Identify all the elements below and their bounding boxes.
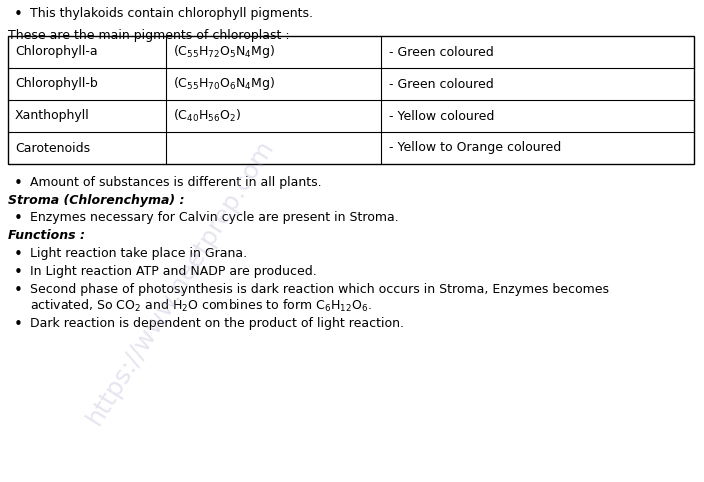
Text: - Green coloured: - Green coloured (389, 78, 494, 91)
Bar (8, 36, 694, 164)
Text: Functions :: Functions : (8, 229, 85, 242)
Text: - Yellow to Orange coloured: - Yellow to Orange coloured (389, 142, 561, 155)
Text: (C$_{40}$H$_{56}$O$_{2}$): (C$_{40}$H$_{56}$O$_{2}$) (173, 108, 241, 124)
Text: •: • (14, 283, 23, 298)
Text: - Green coloured: - Green coloured (389, 45, 494, 58)
Text: Light reaction take place in Grana.: Light reaction take place in Grana. (30, 247, 247, 260)
Text: (C$_{55}$H$_{72}$O$_{5}$N$_{4}$Mg): (C$_{55}$H$_{72}$O$_{5}$N$_{4}$Mg) (173, 43, 275, 61)
Text: Dark reaction is dependent on the product of light reaction.: Dark reaction is dependent on the produc… (30, 317, 404, 330)
Text: (C$_{55}$H$_{70}$O$_{6}$N$_{4}$Mg): (C$_{55}$H$_{70}$O$_{6}$N$_{4}$Mg) (173, 76, 275, 93)
Text: Xanthophyll: Xanthophyll (15, 109, 89, 122)
Text: •: • (14, 317, 23, 332)
Text: Second phase of photosynthesis is dark reaction which occurs in Stroma, Enzymes : Second phase of photosynthesis is dark r… (30, 283, 609, 314)
Text: •: • (14, 211, 23, 226)
Text: Carotenoids: Carotenoids (15, 142, 90, 155)
Text: https://www.neetprep.com: https://www.neetprep.com (82, 135, 278, 429)
Text: •: • (14, 265, 23, 280)
Text: Chlorophyll-b: Chlorophyll-b (15, 78, 98, 91)
Text: •: • (14, 247, 23, 262)
Text: Enzymes necessary for Calvin cycle are present in Stroma.: Enzymes necessary for Calvin cycle are p… (30, 211, 398, 224)
Text: This thylakoids contain chlorophyll pigments.: This thylakoids contain chlorophyll pigm… (30, 7, 313, 20)
Text: In Light reaction ATP and NADP are produced.: In Light reaction ATP and NADP are produ… (30, 265, 317, 278)
Text: - Yellow coloured: - Yellow coloured (389, 109, 494, 122)
Text: •: • (14, 7, 23, 22)
Text: These are the main pigments of chloroplast :: These are the main pigments of chloropla… (8, 29, 289, 42)
Text: Stroma (Chlorenchyma) :: Stroma (Chlorenchyma) : (8, 194, 184, 207)
Text: •: • (14, 176, 23, 191)
Text: Chlorophyll-a: Chlorophyll-a (15, 45, 98, 58)
Text: Amount of substances is different in all plants.: Amount of substances is different in all… (30, 176, 322, 189)
